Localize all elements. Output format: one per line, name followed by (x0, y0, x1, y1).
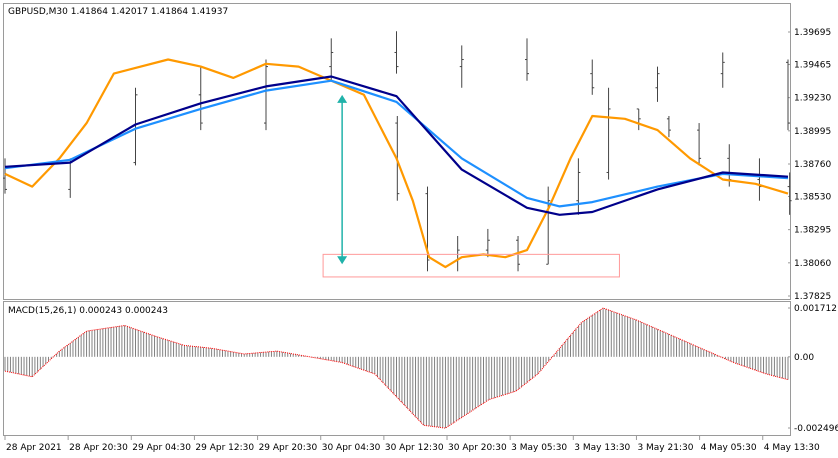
ohlc-bar (590, 59, 595, 95)
ohlc-bar (786, 59, 790, 131)
ohlc-bar (787, 172, 792, 215)
ohlc-bar (576, 158, 581, 215)
ohlc-bar (133, 87, 138, 166)
macd-axis: 0.001712 0.00 -0.002496 (788, 304, 838, 434)
time-tick-label: 28 Apr 2021 (6, 443, 62, 453)
macd-histogram (4, 307, 789, 429)
ma-mid-line (4, 79, 789, 208)
ohlc-bar (636, 108, 641, 131)
ohlc-bar (198, 66, 203, 131)
annotations (322, 94, 620, 278)
ohlc-bar (68, 158, 73, 198)
price-tick-label: 1.39465 (794, 60, 831, 70)
time-tick-label: 29 Apr 04:30 (132, 443, 191, 453)
indicator-info-label: MACD(15,26,1) 0.000243 0.000243 (8, 306, 168, 316)
ohlc-bar (697, 123, 702, 166)
price-tick-label: 1.39230 (794, 94, 831, 104)
time-tick-label: 4 May 13:30 (764, 443, 820, 453)
moving-average-lines (4, 58, 789, 269)
macd-signal-line (4, 307, 789, 429)
macd-tick-label: -0.002496 (794, 424, 838, 434)
price-bars (3, 31, 792, 272)
range-box (322, 253, 620, 278)
ohlc-bar (459, 45, 464, 88)
price-tick-label: 1.38295 (794, 226, 831, 236)
ohlc-bar (525, 38, 529, 81)
time-axis: 28 Apr 2021 28 Apr 20:30 29 Apr 04:30 29 Ap… (4, 436, 820, 453)
price-tick-label: 1.38760 (794, 160, 831, 170)
price-tick-label: 1.38995 (794, 127, 831, 137)
ohlc-bar (655, 66, 660, 102)
ohlc-bar (485, 228, 490, 258)
price-axis: 1.39695 1.39465 1.39230 1.38995 1.38760 1.385… (788, 28, 831, 302)
ohlc-bar (720, 52, 725, 88)
time-tick-label: 3 May 13:30 (574, 443, 630, 453)
time-tick-label: 29 Apr 20:30 (259, 443, 318, 453)
ohlc-bar (3, 158, 7, 194)
macd-pane-frame (3, 301, 791, 436)
price-tick-label: 1.39695 (794, 28, 831, 38)
time-tick-label: 30 Apr 12:30 (385, 443, 444, 453)
ohlc-bar (666, 116, 671, 138)
time-tick-label: 3 May 21:30 (637, 443, 693, 453)
ohlc-bar (606, 87, 611, 180)
time-tick-label: 30 Apr 20:30 (448, 443, 507, 453)
move-arrow-head-up (337, 94, 348, 103)
price-tick-label: 1.38530 (794, 192, 831, 202)
time-tick-label: 28 Apr 20:30 (69, 443, 128, 453)
ohlc-bar (546, 186, 551, 265)
time-tick-label: 3 May 05:30 (511, 443, 567, 453)
ohlc-bar (394, 31, 399, 74)
macd-tick-label: 0.001712 (794, 304, 837, 314)
time-tick-label: 29 Apr 12:30 (195, 443, 254, 453)
ohlc-bar (329, 38, 334, 81)
time-tick-label: 4 May 05:30 (701, 443, 757, 453)
macd-tick-label: 0.00 (794, 353, 814, 363)
ema-fast-line (4, 58, 789, 269)
price-tick-label: 1.37825 (794, 292, 831, 302)
ohlc-bar (757, 158, 762, 201)
time-tick-label: 30 Apr 04:30 (322, 443, 381, 453)
symbol-info-label: GBPUSD,M30 1.41864 1.42017 1.41864 1.419… (8, 7, 228, 17)
ohlc-bar (425, 186, 430, 272)
price-tick-label: 1.38060 (794, 259, 831, 269)
ma-slow-line (4, 75, 789, 216)
price-pane-frame (3, 3, 791, 300)
ohlc-bar (264, 59, 268, 131)
ohlc-bar (455, 236, 460, 272)
move-arrow-head-down (337, 256, 348, 265)
